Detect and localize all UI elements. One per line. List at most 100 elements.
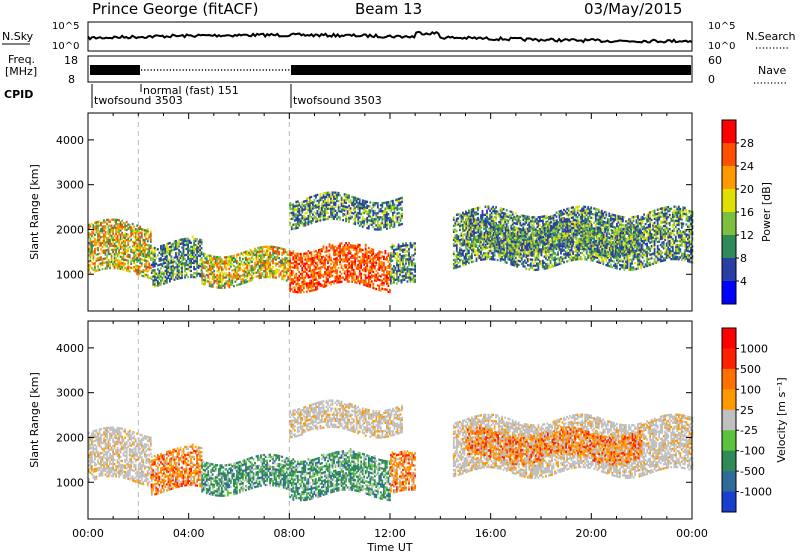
velocity-colorbar-label-4: -25 xyxy=(740,424,758,437)
power-ytick-label-3: 4000 xyxy=(56,134,84,147)
power-colorbar-label-0: 28 xyxy=(740,137,754,150)
noise-left-tick-low: 10^0 xyxy=(52,41,79,52)
time-tick-label-5: 20:00 xyxy=(575,527,607,540)
velocity-colorbar-swatch-3 xyxy=(722,389,736,411)
power-ytick-label-2: 3000 xyxy=(56,179,84,192)
time-tick-label-6: 00:00 xyxy=(676,527,708,540)
noise-sky-line xyxy=(87,30,693,44)
velocity-echo-band-4 xyxy=(289,448,391,502)
velocity-colorbar-label-7: -1000 xyxy=(740,486,772,499)
time-tick-label-1: 04:00 xyxy=(173,527,205,540)
power-colorbar-swatch-2 xyxy=(722,166,736,190)
velocity-colorbar-swatch-0 xyxy=(722,328,736,349)
station-title: Prince George (fitACF) xyxy=(92,0,258,18)
freq-label-line2: [MHz] xyxy=(5,65,37,78)
velocity-echo-band-5 xyxy=(289,399,403,439)
cpid-label: CPID xyxy=(4,88,33,101)
power-colorbar-label-3: 16 xyxy=(740,206,754,219)
time-tick-label-2: 08:00 xyxy=(273,527,305,540)
velocity-echo-band-7 xyxy=(452,413,694,479)
power-echo-band-3 xyxy=(201,245,291,289)
velocity-colorbar: 1000 500 100 25 -25 -100 -500 -1000 xyxy=(721,327,772,513)
power-colorbar-label-5: 8 xyxy=(740,252,747,265)
velocity-colorbar-label-2: 100 xyxy=(740,383,761,396)
velocity-ytick-label-0: 1000 xyxy=(56,476,84,489)
velocity-colorbar-swatch-4 xyxy=(722,409,736,431)
freq-right-tick-high: 60 xyxy=(708,54,722,67)
freq-left-tick-high: 18 xyxy=(64,54,78,67)
noise-right-label: N.Search xyxy=(746,30,796,43)
power-colorbar-swatch-7 xyxy=(722,281,736,305)
freq-right-tick-low: 0 xyxy=(708,73,715,86)
power-colorbar-label-2: 20 xyxy=(740,183,754,196)
power-colorbar-swatch-3 xyxy=(722,189,736,213)
velocity-colorbar-label-0: 1000 xyxy=(740,342,768,355)
power-echo-band-2 xyxy=(150,235,203,288)
velocity-colorbar-swatch-5 xyxy=(722,430,736,452)
velocity-colorbar-swatch-6 xyxy=(722,450,736,472)
velocity-colorbar-swatch-1 xyxy=(722,348,736,370)
time-tick-label-3: 12:00 xyxy=(374,527,406,540)
velocity-colorbar-label-5: -100 xyxy=(740,445,765,458)
cpid-segment-3: twofsound 3503 xyxy=(293,94,382,107)
power-echo-band-1 xyxy=(88,218,152,280)
velocity-colorbar-label-3: 25 xyxy=(740,404,754,417)
noise-left-tick-high: 10^5 xyxy=(52,21,79,32)
noise-right-tick-high: 10^5 xyxy=(708,21,735,32)
power-colorbar-label: Power [dB] xyxy=(760,182,773,242)
power-colorbar-swatch-0 xyxy=(722,120,736,144)
velocity-colorbar-label-1: 500 xyxy=(740,363,761,376)
velocity-axes: 1000 2000 3000 4000 xyxy=(56,321,693,519)
velocity-colorbar-swatch-8 xyxy=(722,491,736,513)
power-colorbar-swatch-4 xyxy=(722,212,736,236)
cpid-segment-2: normal (fast) 151 xyxy=(143,84,239,97)
velocity-ylabel: Slant Range [km] xyxy=(28,372,41,468)
power-colorbar: 28 24 20 16 12 8 4 xyxy=(721,119,754,305)
power-ytick-label-0: 1000 xyxy=(56,268,84,281)
freq-bar-segment-1 xyxy=(90,65,140,75)
power-echo-band-4 xyxy=(289,242,391,294)
velocity-colorbar-swatch-7 xyxy=(722,471,736,493)
power-colorbar-label-1: 24 xyxy=(740,160,754,173)
date-title: 03/May/2015 xyxy=(584,0,682,18)
time-axis: 00:00 04:00 08:00 12:00 16:00 20:00 00:00 xyxy=(72,527,708,540)
noise-left-label: N.Sky xyxy=(2,30,34,43)
velocity-ytick-label-2: 3000 xyxy=(56,387,84,400)
freq-bar-segment-2 xyxy=(291,65,691,75)
power-colorbar-label-6: 4 xyxy=(740,275,747,288)
velocity-colorbar-frame xyxy=(721,327,737,513)
power-echo-band-6 xyxy=(390,242,416,285)
power-colorbar-swatch-5 xyxy=(722,235,736,259)
freq-label-line1: Freq. xyxy=(8,53,35,66)
velocity-echo-band-3 xyxy=(201,453,291,497)
power-echoes xyxy=(88,113,694,311)
power-ylabel: Slant Range [km] xyxy=(28,164,41,260)
freq-panel-frame xyxy=(87,55,693,83)
power-ytick-label-1: 2000 xyxy=(56,223,84,236)
cpid-segment-1: twofsound 3503 xyxy=(94,94,183,107)
beam-title: Beam 13 xyxy=(355,0,422,18)
nave-label: Nave xyxy=(758,64,786,77)
freq-left-tick-low: 8 xyxy=(68,73,75,86)
time-tick-label-0: 00:00 xyxy=(72,527,104,540)
velocity-ytick-label-3: 4000 xyxy=(56,342,84,355)
velocity-ytick-label-1: 2000 xyxy=(56,431,84,444)
noise-right-tick-low: 10^0 xyxy=(708,41,735,52)
power-colorbar-swatch-6 xyxy=(722,258,736,282)
power-echo-band-8 xyxy=(465,218,643,258)
velocity-echo-band-1 xyxy=(88,426,152,488)
velocity-colorbar-label: Velocity [m s⁻¹] xyxy=(775,377,788,462)
time-tick-label-4: 16:00 xyxy=(475,527,507,540)
velocity-colorbar-swatch-2 xyxy=(722,368,736,390)
velocity-echo-band-2 xyxy=(150,443,203,497)
power-colorbar-label-4: 12 xyxy=(740,229,754,242)
power-echo-band-5 xyxy=(289,191,403,231)
x-axis-label: Time UT xyxy=(366,541,412,554)
velocity-echoes xyxy=(88,321,694,519)
velocity-echo-band-6 xyxy=(390,450,416,494)
velocity-echo-band-8 xyxy=(465,426,643,466)
power-axes: 1000 2000 3000 4000 xyxy=(56,113,693,311)
noise-series xyxy=(87,30,693,44)
velocity-colorbar-label-6: -500 xyxy=(740,465,765,478)
